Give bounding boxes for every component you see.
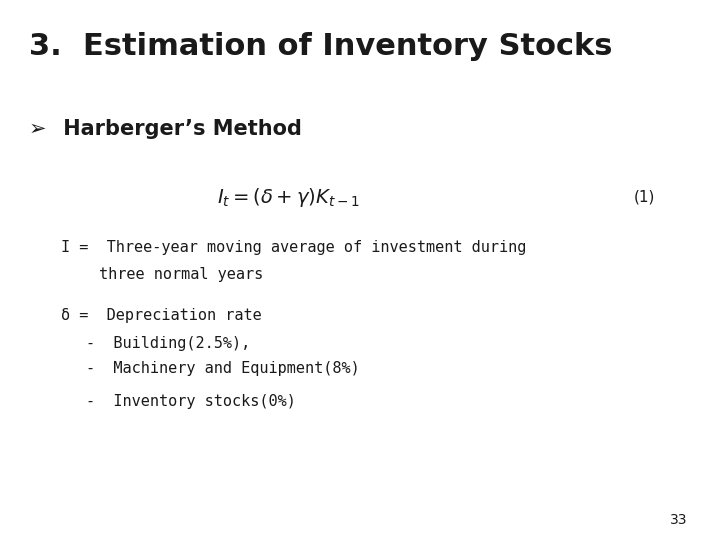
Text: three normal years: three normal years (99, 267, 264, 282)
Text: I =  Three-year moving average of investment during: I = Three-year moving average of investm… (61, 240, 526, 255)
Text: $\mathit{I}_t = (\delta + \gamma)K_{t-1}$: $\mathit{I}_t = (\delta + \gamma)K_{t-1}… (217, 186, 359, 208)
Text: δ =  Depreciation rate: δ = Depreciation rate (61, 308, 262, 323)
Text: -  Building(2.5%),: - Building(2.5%), (86, 336, 251, 351)
Text: Harberger’s Method: Harberger’s Method (56, 119, 302, 139)
Text: (1): (1) (634, 190, 655, 205)
Text: -  Inventory stocks(0%): - Inventory stocks(0%) (86, 394, 296, 409)
Text: ➢: ➢ (29, 119, 46, 139)
Text: 3.  Estimation of Inventory Stocks: 3. Estimation of Inventory Stocks (29, 32, 612, 62)
Text: -  Machinery and Equipment(8%): - Machinery and Equipment(8%) (86, 361, 360, 376)
Text: 33: 33 (670, 512, 688, 526)
